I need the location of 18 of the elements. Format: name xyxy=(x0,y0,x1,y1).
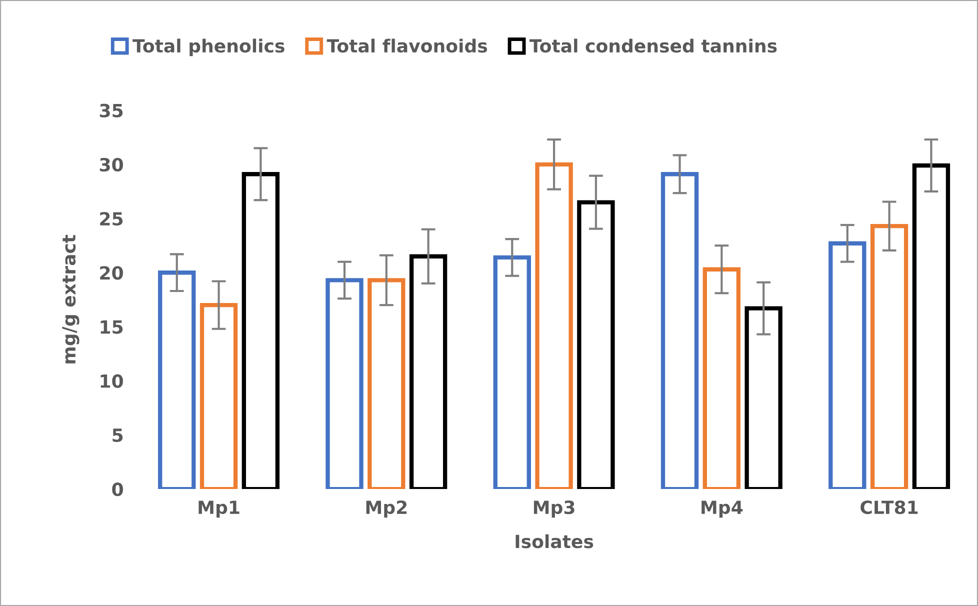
x-tick-label: Mp1 xyxy=(198,500,240,518)
y-tick-label: 15 xyxy=(100,320,123,334)
legend-label: Total phenolics xyxy=(132,38,284,56)
y-tick-label: 30 xyxy=(100,158,123,172)
y-tick-label: 10 xyxy=(100,374,123,388)
y-tick-label: 25 xyxy=(100,212,123,226)
x-tick-label: CLT81 xyxy=(860,500,918,514)
x-axis-title: Isolates xyxy=(516,534,594,548)
y-tick-label: 20 xyxy=(100,266,123,280)
y-tick-label: 5 xyxy=(112,428,123,442)
y-tick-label: 35 xyxy=(100,104,123,118)
legend-label: Total flavonoids xyxy=(326,38,488,53)
x-tick-label: Mp2 xyxy=(366,500,407,518)
y-axis-title: mg/g extract xyxy=(62,234,80,364)
legend-label: Total condensed tannins xyxy=(530,38,777,53)
x-tick-label: Mp3 xyxy=(534,500,574,518)
y-tick-label: 0 xyxy=(112,482,123,496)
x-tick-label: Mp4 xyxy=(702,500,743,518)
